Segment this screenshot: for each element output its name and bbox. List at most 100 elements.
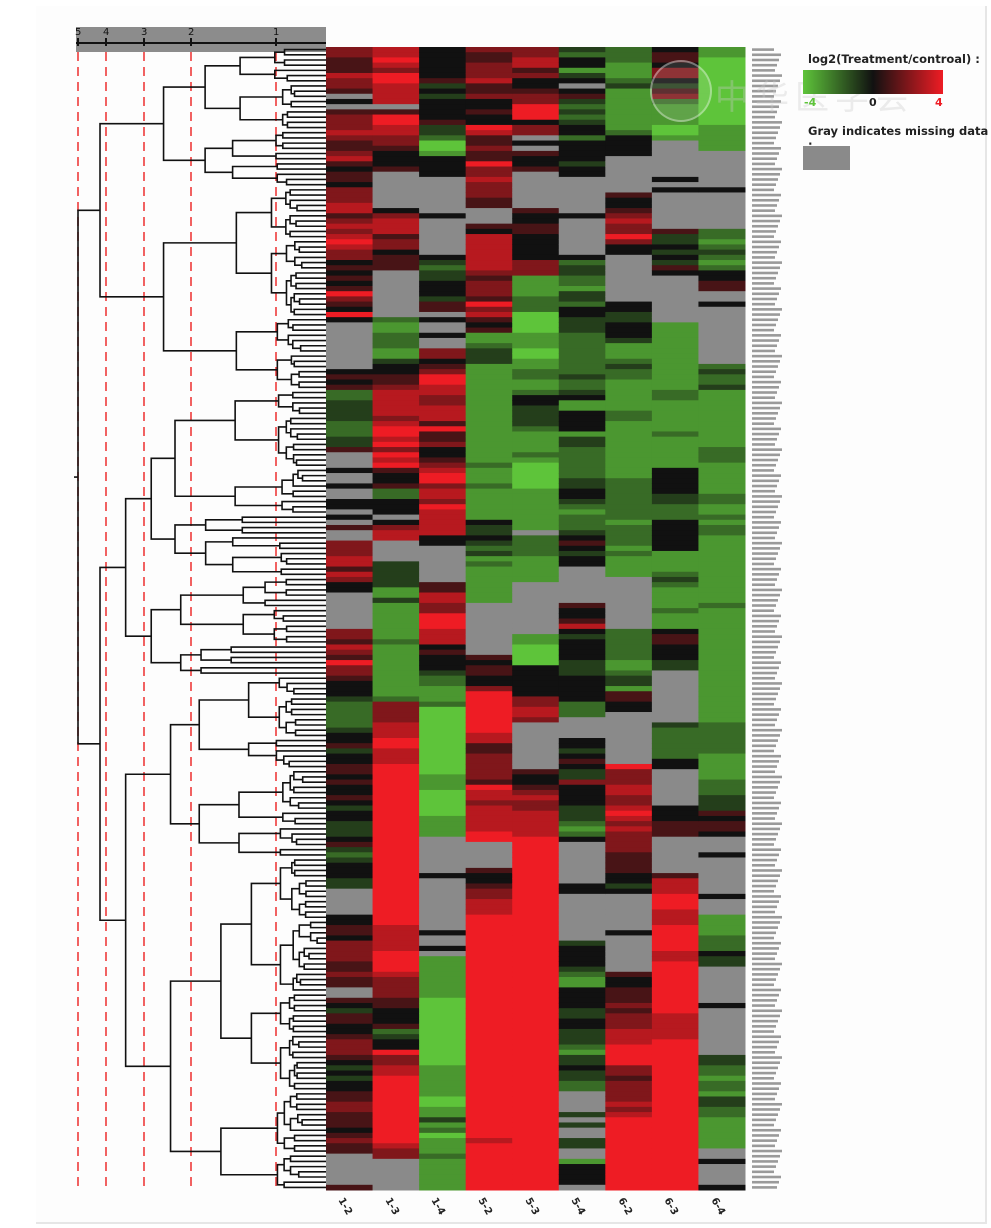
heatmap-cell [372, 467, 420, 474]
heatmap-cell [326, 52, 374, 58]
heatmap-cell [558, 545, 606, 552]
heatmap-cell [558, 405, 606, 412]
heatmap-cell [698, 213, 746, 219]
heatmap-cell [698, 888, 746, 895]
heatmap-cell [558, 1002, 606, 1009]
dendrogram-branch [298, 246, 326, 254]
heatmap-cell [465, 909, 513, 916]
heatmap-cell [512, 254, 560, 261]
heatmap-cell [651, 545, 699, 552]
heatmap-cell [512, 171, 560, 178]
heatmap-cell [419, 369, 467, 375]
heatmap-cell [512, 1096, 560, 1103]
row-label [752, 884, 776, 888]
heatmap-cell [419, 1179, 467, 1186]
heatmap-cell [558, 62, 606, 69]
heatmap-cell [651, 644, 699, 651]
dendrogram-branch [285, 589, 326, 596]
heatmap-cell [372, 1148, 420, 1155]
heatmap-cell [326, 810, 374, 817]
heatmap-cell [605, 1080, 653, 1087]
dendrogram-branch [293, 1145, 326, 1152]
heatmap-cell [558, 966, 606, 973]
heatmap-cell [419, 1164, 467, 1170]
dendrogram-branch [283, 48, 326, 56]
heatmap-cell [651, 405, 699, 412]
row-label [752, 178, 778, 181]
heatmap-cell [558, 763, 606, 770]
heatmap-cell [605, 436, 653, 443]
heatmap-cell [558, 145, 606, 152]
heatmap-cell [419, 431, 467, 438]
dendrogram-branch [283, 1158, 291, 1172]
heatmap-cell [651, 467, 699, 474]
heatmap-cell [512, 447, 560, 453]
heatmap-cell [651, 623, 699, 630]
heatmap-cell [326, 57, 374, 64]
heatmap-cell [465, 374, 513, 381]
heatmap-cell [465, 265, 513, 271]
heatmap-cell [558, 1143, 606, 1149]
heatmap-cell [419, 582, 467, 588]
heatmap-cell [465, 992, 513, 999]
heatmap-cell [651, 202, 699, 209]
heatmap-cell [465, 343, 513, 349]
heatmap-cell [651, 218, 699, 225]
heatmap-cell [326, 1117, 374, 1123]
heatmap-cell [326, 239, 374, 245]
heatmap-cell [372, 530, 420, 536]
heatmap-cell [651, 971, 699, 978]
heatmap-cell [372, 945, 420, 952]
heatmap-cell [605, 919, 653, 926]
heatmap-cell [512, 779, 560, 786]
row-label [752, 1144, 775, 1148]
heatmap-cell [558, 280, 606, 287]
heatmap-cell [651, 857, 699, 864]
heatmap-cell [698, 873, 746, 879]
heatmap-cell [512, 634, 560, 640]
dendrogram-branch [295, 459, 326, 467]
dendrogram-branch [278, 706, 287, 729]
heatmap-cell [465, 608, 513, 614]
heatmap-cell [558, 1101, 606, 1108]
heatmap-cell [558, 348, 606, 355]
heatmap-cell [326, 182, 374, 188]
heatmap-cell [419, 987, 467, 994]
heatmap-cell [605, 1075, 653, 1082]
heatmap-cell [512, 280, 560, 287]
heatmap-cell [372, 104, 420, 110]
heatmap-cell [419, 857, 467, 864]
heatmap-cell [465, 852, 513, 858]
heatmap-cell [419, 140, 467, 147]
heatmap-cell [326, 654, 374, 661]
row-label [752, 739, 778, 742]
heatmap-cell [512, 956, 560, 962]
heatmap-cell [698, 867, 746, 874]
dendrogram-branch [293, 994, 326, 1002]
heatmap-cell [605, 888, 653, 895]
heatmap-cell [605, 374, 653, 381]
heatmap-cell [419, 795, 467, 801]
heatmap-cell [512, 327, 560, 334]
heatmap-cell [419, 275, 467, 282]
heatmap-cell [558, 223, 606, 230]
heatmap-cell [372, 457, 420, 464]
heatmap-cell [326, 701, 374, 708]
heatmap-cell [372, 727, 420, 734]
heatmap-cell [558, 550, 606, 557]
heatmap-cell [558, 462, 606, 469]
heatmap-cell [419, 758, 467, 765]
heatmap-cell [698, 899, 746, 905]
heatmap-cell [651, 379, 699, 386]
heatmap-cell [605, 192, 653, 199]
heatmap-cell [419, 649, 467, 656]
heatmap-cell [465, 1044, 513, 1051]
heatmap-cell [512, 1143, 560, 1149]
heatmap-cell [605, 270, 653, 277]
dendrogram-branch [241, 516, 326, 524]
heatmap-cell [512, 483, 560, 490]
heatmap-cell [326, 1138, 374, 1144]
dendrogram-branch [238, 832, 281, 854]
heatmap-cell [698, 847, 746, 853]
heatmap-cell [698, 509, 746, 516]
